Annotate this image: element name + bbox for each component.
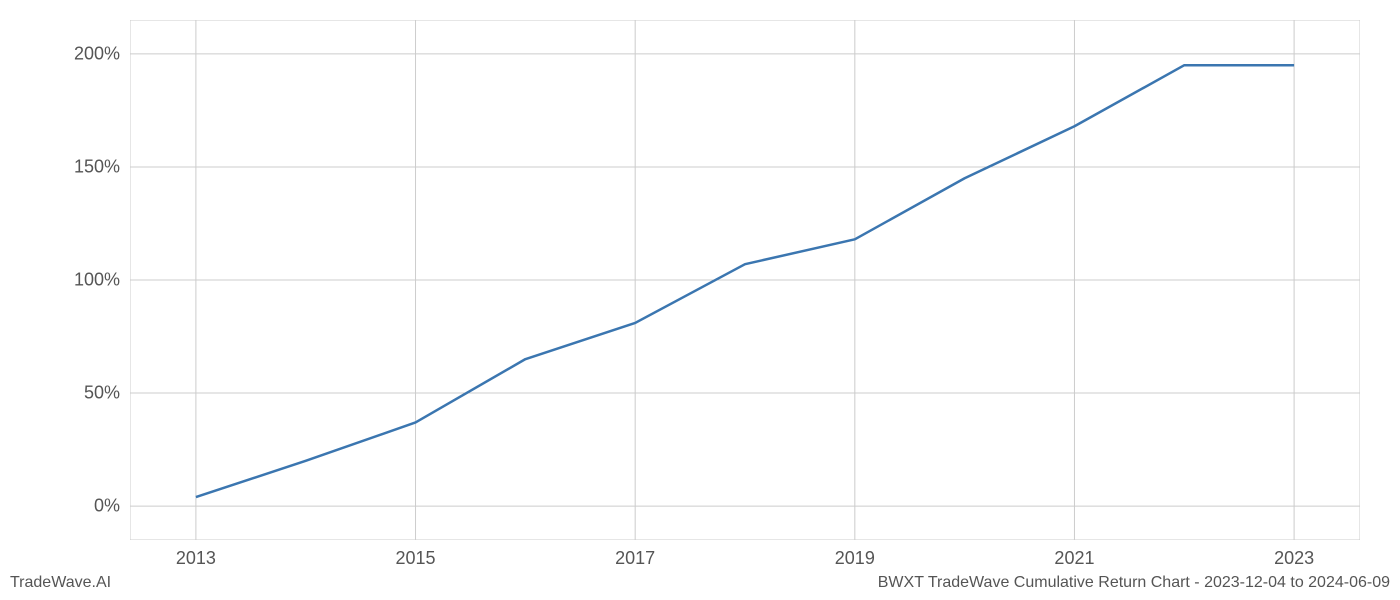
chart-container — [130, 20, 1360, 540]
y-tick-label: 100% — [30, 270, 120, 291]
x-tick-label: 2013 — [176, 548, 216, 569]
data-line — [196, 65, 1294, 497]
y-tick-label: 150% — [30, 156, 120, 177]
y-tick-label: 200% — [30, 43, 120, 64]
footer-left-text: TradeWave.AI — [10, 574, 111, 592]
x-tick-label: 2021 — [1054, 548, 1094, 569]
x-tick-label: 2017 — [615, 548, 655, 569]
y-tick-label: 50% — [30, 383, 120, 404]
footer-right-text: BWXT TradeWave Cumulative Return Chart -… — [878, 574, 1390, 592]
y-tick-label: 0% — [30, 496, 120, 517]
grid-lines — [130, 20, 1360, 540]
x-tick-label: 2015 — [396, 548, 436, 569]
chart-svg — [130, 20, 1360, 540]
x-tick-label: 2019 — [835, 548, 875, 569]
x-tick-label: 2023 — [1274, 548, 1314, 569]
